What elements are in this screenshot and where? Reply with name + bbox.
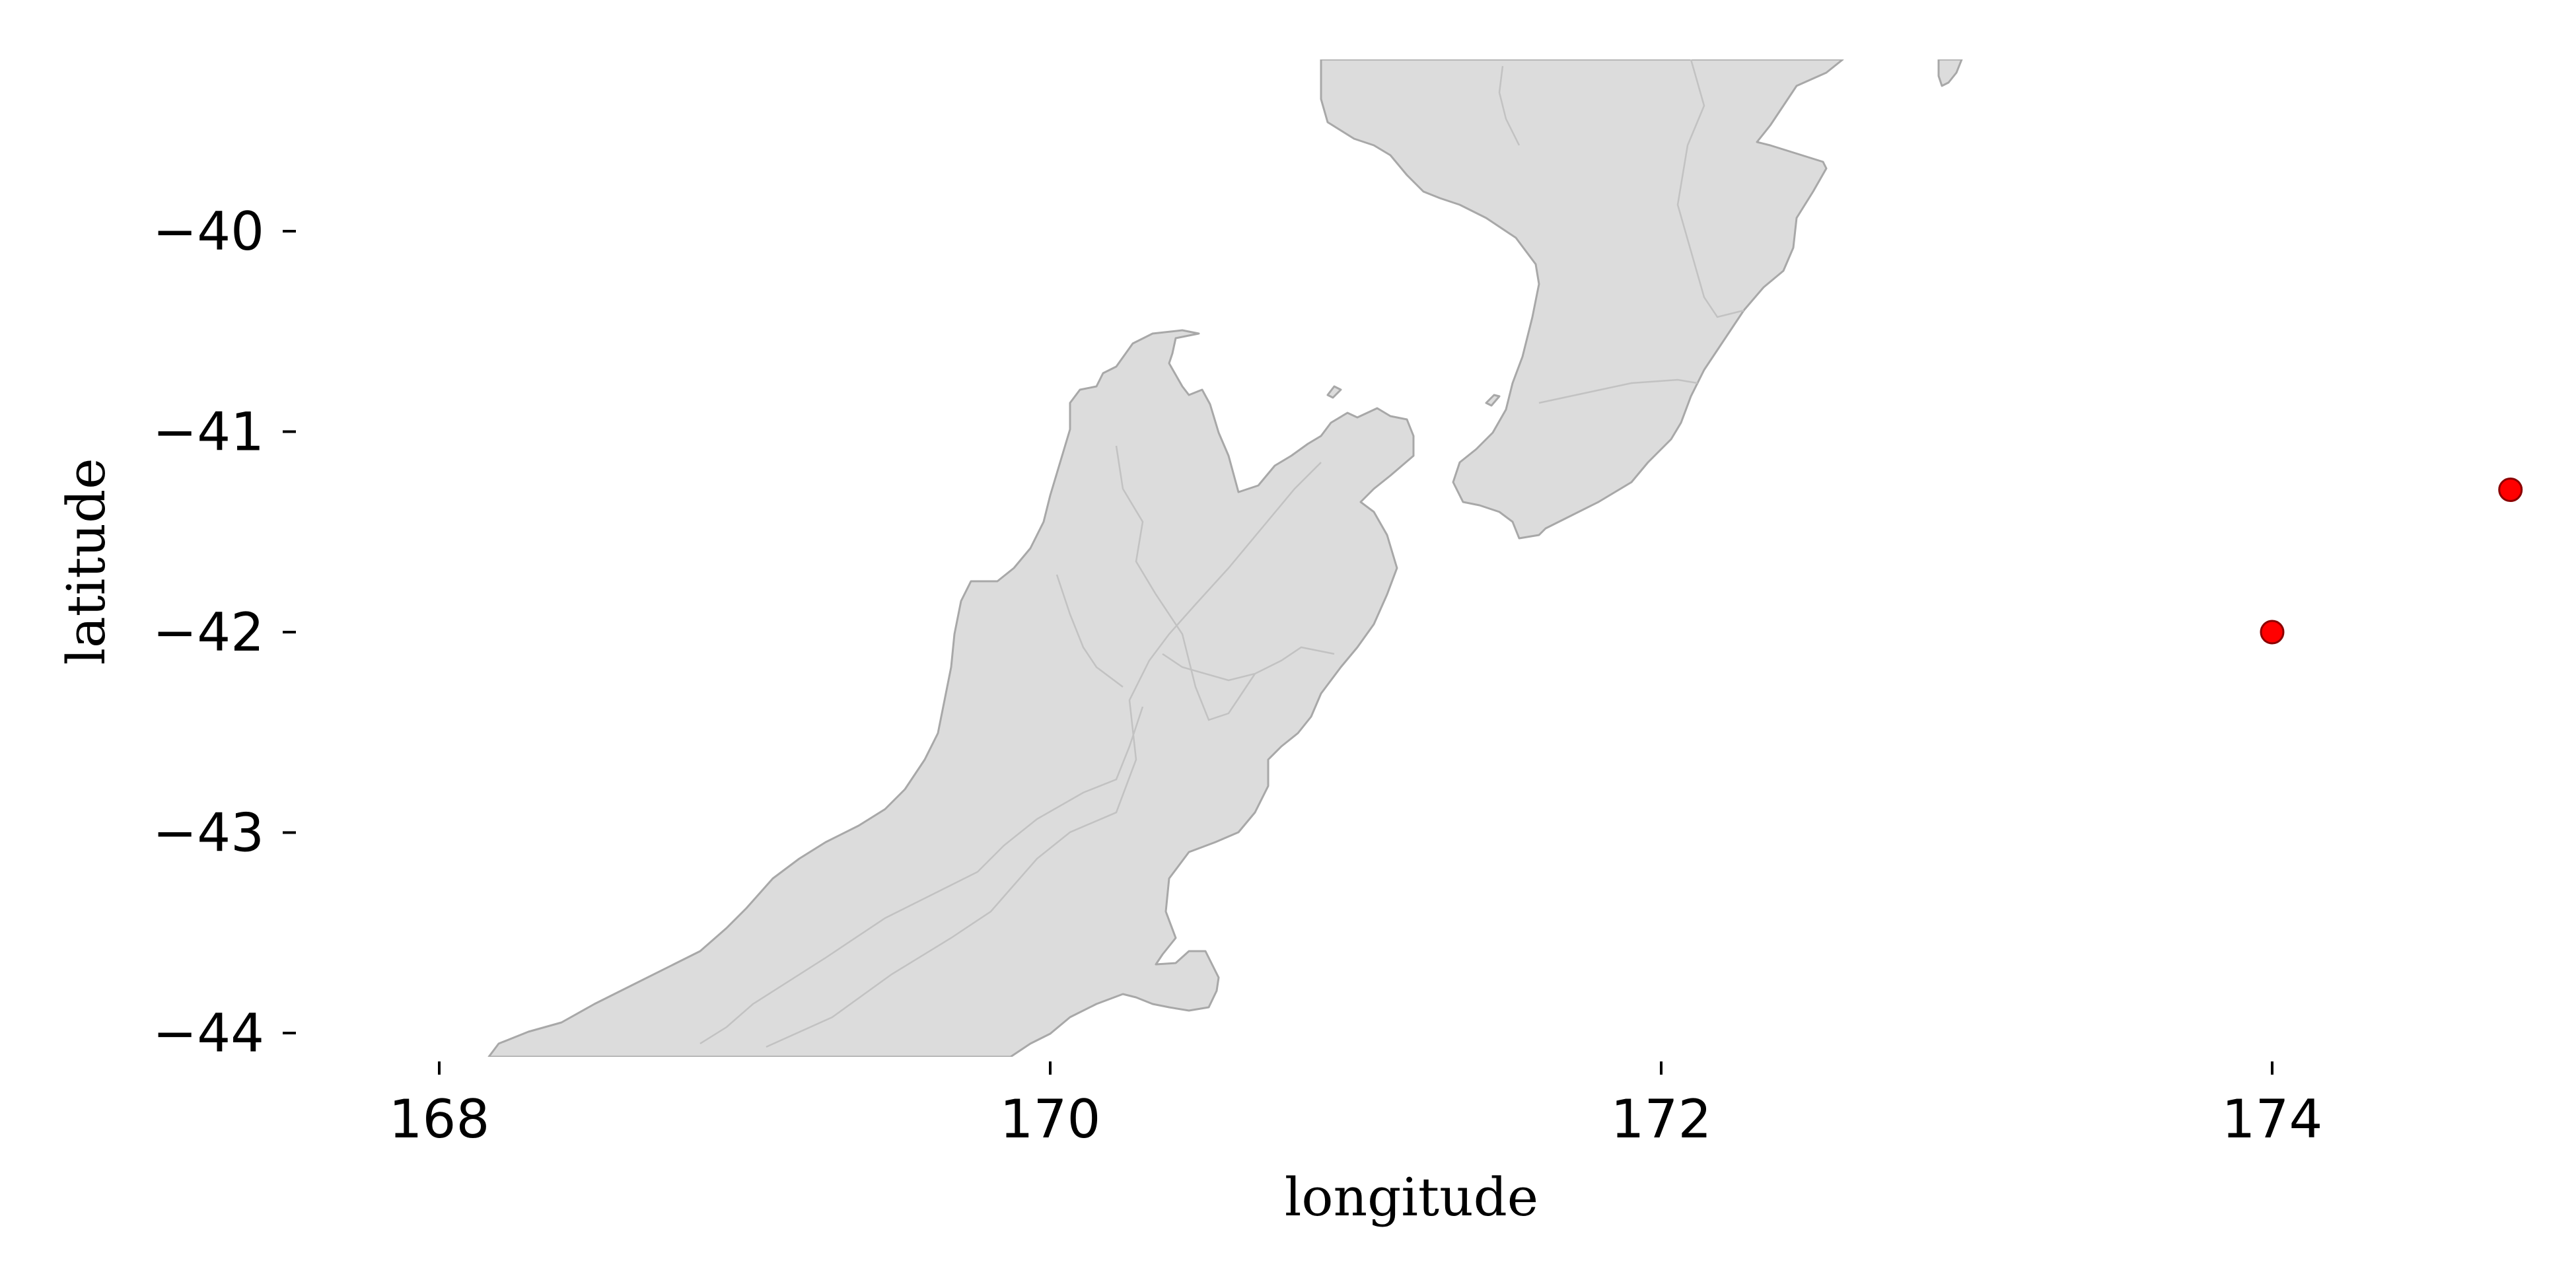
east-cape-landmass (1937, 59, 1963, 87)
x-tick-label: 172 (1611, 1089, 1712, 1150)
x-tick-label: 174 (2222, 1089, 2323, 1150)
sounds-islet (1326, 385, 1342, 399)
y-tick-label: −44 (153, 1003, 264, 1064)
y-tick-label: −40 (153, 201, 264, 262)
x-tick-label: 168 (389, 1089, 490, 1150)
location-marker (2498, 478, 2523, 503)
x-axis-ticks: 168170172174176178180 (389, 1061, 2323, 1150)
x-axis-label: longitude (1285, 1166, 1538, 1228)
map-area (487, 59, 1963, 1057)
location-marker (2260, 620, 2285, 645)
y-axis-ticks: −40 −41 −42 −43 −44 (153, 201, 296, 1064)
y-axis-label: latitude (55, 458, 117, 664)
south-island-landmass (487, 329, 1415, 1057)
y-tick-label: −43 (153, 803, 264, 864)
y-tick-label: −42 (153, 602, 264, 663)
kapiti-island (1485, 394, 1501, 407)
y-tick-label: −41 (153, 402, 264, 463)
x-tick-label: 170 (1000, 1089, 1101, 1150)
location-markers (2260, 478, 2523, 645)
region-boundaries (699, 59, 1744, 1048)
north-island-landmass (1320, 59, 1844, 540)
